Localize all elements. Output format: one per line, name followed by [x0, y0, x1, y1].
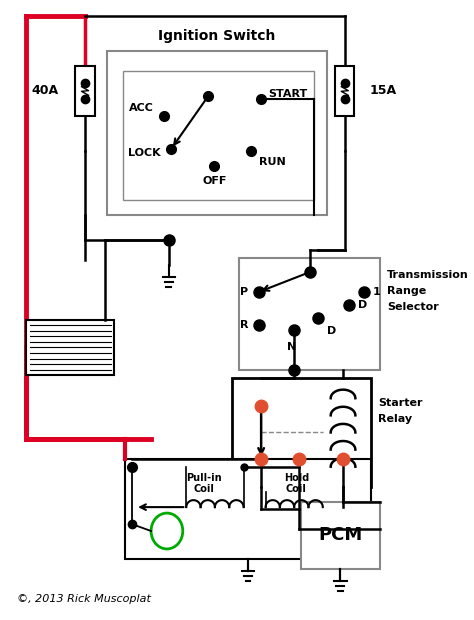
- Text: M: M: [161, 525, 173, 538]
- Bar: [123, 71, 314, 200]
- Text: ACC: ACC: [129, 103, 154, 113]
- Text: OFF: OFF: [202, 175, 227, 185]
- Bar: [335, 66, 355, 116]
- Text: ©, 2013 Rick Muscoplat: ©, 2013 Rick Muscoplat: [17, 594, 151, 604]
- Text: 1: 1: [373, 287, 381, 297]
- Bar: [26, 320, 114, 374]
- Text: Starter: Starter: [378, 397, 423, 407]
- Text: Coil: Coil: [286, 484, 307, 494]
- Text: Ignition Switch: Ignition Switch: [158, 29, 276, 43]
- Text: Coil: Coil: [193, 484, 214, 494]
- Text: D: D: [327, 326, 337, 336]
- Bar: [125, 459, 371, 559]
- Bar: [232, 378, 371, 487]
- Bar: [239, 259, 380, 370]
- Text: R: R: [240, 320, 249, 330]
- Text: RUN: RUN: [259, 157, 286, 167]
- Text: PCM: PCM: [318, 526, 363, 544]
- Bar: [75, 66, 95, 116]
- Text: START: START: [268, 89, 308, 99]
- Text: Transmission: Transmission: [387, 270, 469, 280]
- Text: LOCK: LOCK: [128, 148, 161, 157]
- Text: D: D: [358, 300, 367, 310]
- Bar: [301, 502, 380, 569]
- Text: P: P: [240, 287, 248, 297]
- Text: Range: Range: [387, 286, 426, 296]
- Text: N: N: [287, 342, 297, 352]
- Text: 40A: 40A: [31, 84, 59, 97]
- Bar: [107, 51, 327, 215]
- Text: 15A: 15A: [369, 84, 397, 97]
- Text: Hold: Hold: [284, 473, 309, 483]
- Text: Relay: Relay: [378, 414, 412, 423]
- Circle shape: [151, 513, 183, 549]
- Text: Selector: Selector: [387, 302, 439, 312]
- Text: Pull-in: Pull-in: [186, 473, 222, 483]
